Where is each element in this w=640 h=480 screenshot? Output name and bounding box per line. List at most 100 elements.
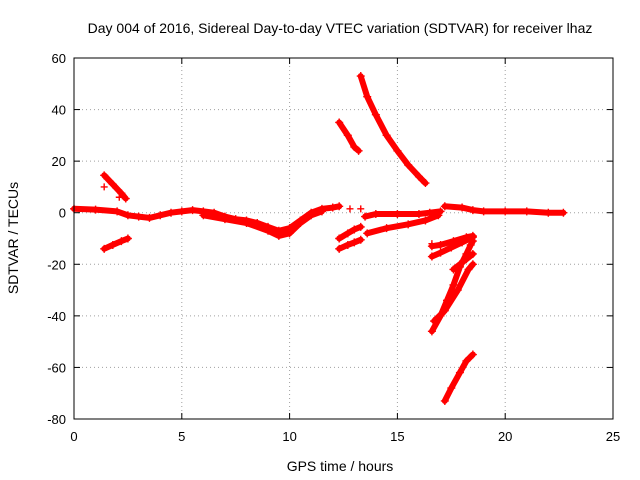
y-tick-label: -40	[47, 309, 66, 324]
data-point	[343, 240, 352, 249]
data-point	[328, 203, 337, 212]
data-point	[427, 252, 436, 261]
x-axis-label: GPS time / hours	[287, 458, 394, 474]
gridlines	[74, 58, 613, 419]
data-point	[350, 225, 359, 234]
data-point	[121, 194, 130, 203]
data-point	[356, 235, 365, 244]
data-point	[430, 317, 439, 326]
data-point	[356, 222, 365, 231]
data-point	[343, 131, 352, 140]
data-point	[428, 240, 436, 248]
data-point	[108, 240, 117, 249]
series-pos-arc-13h	[335, 118, 363, 155]
y-axis-label: SDTVAR / TECUs	[5, 182, 21, 294]
data-point	[421, 179, 430, 188]
data-point	[447, 243, 456, 252]
y-tick-label: 40	[52, 103, 66, 118]
data-point	[220, 215, 229, 224]
series-line	[336, 236, 364, 252]
data-point	[363, 92, 372, 101]
data-point	[371, 210, 380, 219]
data-point	[427, 327, 436, 336]
data-point	[455, 368, 464, 377]
data-point	[464, 265, 473, 274]
data-point	[100, 171, 109, 180]
x-tick-label: 15	[390, 429, 404, 444]
data-point	[458, 203, 467, 212]
data-point	[501, 207, 510, 216]
data-point	[123, 234, 132, 243]
data-point	[434, 211, 443, 220]
data-point	[414, 172, 423, 181]
data-point	[100, 244, 109, 253]
series-neg-arcs-13h	[335, 235, 365, 253]
data-point	[436, 248, 445, 257]
data-point	[357, 205, 365, 213]
data-point	[350, 238, 359, 247]
data-point	[343, 229, 352, 238]
data-point	[199, 211, 208, 220]
data-point	[468, 260, 477, 269]
data-point	[335, 118, 344, 127]
x-tick-label: 10	[282, 429, 296, 444]
data-point	[462, 356, 471, 365]
series-post-13h-band	[361, 207, 445, 221]
series-line	[336, 223, 364, 242]
series-rising-band	[363, 211, 443, 238]
data-point	[421, 216, 430, 225]
series-falling-arc	[356, 72, 430, 188]
y-tick-label: -60	[47, 360, 66, 375]
data-point	[363, 229, 372, 238]
data-point	[455, 262, 464, 271]
data-point	[479, 207, 488, 216]
data-point	[115, 193, 123, 201]
data-point	[242, 219, 251, 228]
data-point	[440, 306, 449, 315]
data-point	[447, 384, 456, 393]
data-point	[393, 146, 402, 155]
y-tick-label: -80	[47, 412, 66, 427]
data-point	[117, 237, 126, 246]
data-point	[346, 205, 354, 213]
y-tick-label: 0	[59, 206, 66, 221]
data-point	[462, 249, 471, 258]
series-band-low	[199, 207, 326, 240]
data-point	[91, 205, 100, 214]
x-tick-label: 20	[498, 429, 512, 444]
series-neg-arc-early	[100, 234, 132, 253]
x-tick-label: 0	[70, 429, 77, 444]
series-line	[101, 172, 129, 202]
chart-title: Day 004 of 2016, Sidereal Day-to-day VTE…	[88, 20, 593, 36]
data-point	[100, 183, 108, 191]
data-point	[468, 350, 477, 359]
series-deep-arc	[440, 350, 477, 405]
data-point	[188, 206, 197, 215]
data-point	[145, 213, 154, 222]
series-line	[336, 119, 362, 154]
y-tick-label: 20	[52, 154, 66, 169]
series-steep-drop-b	[430, 260, 477, 326]
data-point	[371, 110, 380, 119]
series-line	[357, 73, 429, 187]
data-point	[404, 161, 413, 170]
series-neg-arcs-13h-b	[335, 222, 365, 243]
data-point	[436, 240, 445, 249]
data-point	[356, 72, 365, 81]
axis-ticks: 0 5 10 15 20 25 -80 -60 -40 -20 0 20 40 60	[47, 51, 620, 444]
data-point	[350, 142, 359, 151]
y-tick-label: -20	[47, 257, 66, 272]
data-point	[335, 244, 344, 253]
data-point	[335, 234, 344, 243]
y-tick-label: 60	[52, 51, 66, 66]
data-point	[393, 210, 402, 219]
x-tick-label: 5	[178, 429, 185, 444]
data-point	[453, 286, 462, 295]
data-point	[264, 226, 273, 235]
data-point	[425, 208, 434, 217]
data-point	[307, 211, 316, 220]
data-point	[361, 212, 370, 221]
data-point	[440, 396, 449, 405]
data-point	[296, 219, 305, 228]
